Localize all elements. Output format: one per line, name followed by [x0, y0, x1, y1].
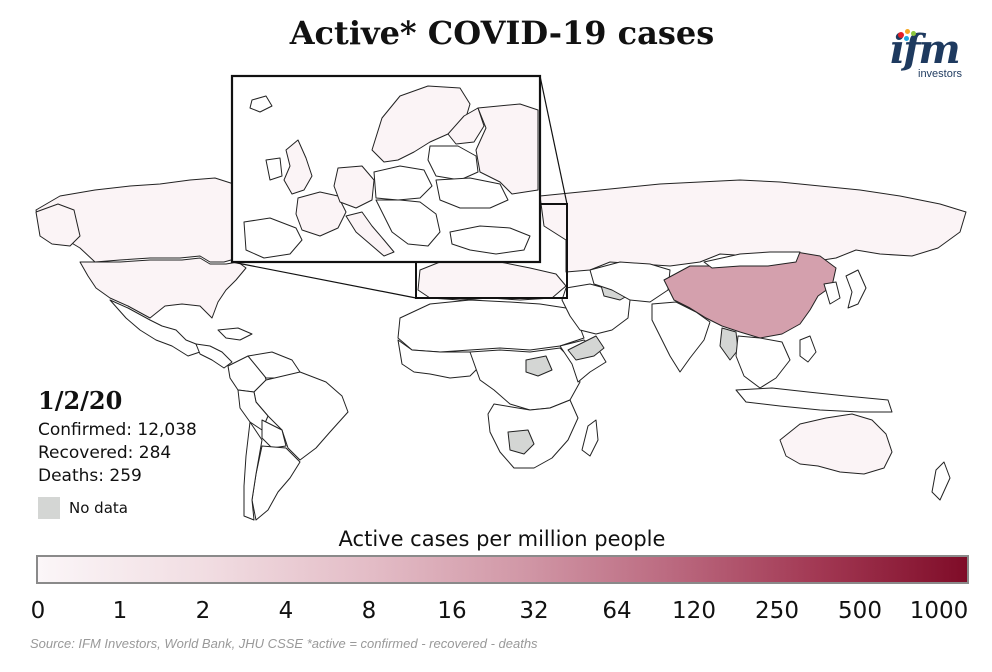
region-central-america [195, 343, 233, 369]
legend-title: Active cases per million people [338, 527, 666, 551]
map-title: Active* COVID-19 cases [289, 14, 715, 52]
inset-finland [447, 107, 485, 145]
country-philippines [799, 335, 817, 363]
logo-dot-blue [904, 36, 909, 41]
inset-balkans [375, 199, 441, 247]
inset-russia-west [475, 103, 539, 195]
inset-france [295, 191, 347, 237]
tick-label: 2 [195, 598, 211, 624]
source-note: Source: IFM Investors, World Bank, JHU C… [30, 636, 538, 651]
stats-panel: 1/2/20 Confirmed: 12,038 Recovered: 284 … [38, 386, 197, 488]
inset-baltics-belarus [427, 145, 479, 181]
tick-label: 250 [755, 598, 799, 624]
tick-label: 64 [602, 598, 632, 624]
tick-label: 0 [30, 598, 46, 624]
country-alaska [35, 203, 81, 247]
country-australia [779, 413, 893, 475]
no-data-legend: No data [38, 497, 128, 519]
world-map [35, 74, 967, 521]
inset-iberia [243, 217, 303, 259]
country-south-sudan [525, 355, 553, 377]
stats-confirmed: Confirmed: 12,038 [38, 420, 197, 440]
country-japan [845, 269, 867, 309]
country-somalia [567, 335, 605, 361]
ifm-logo: ifm investors [884, 22, 976, 86]
region-indonesia [735, 387, 893, 413]
color-scale-ticks: 0 1 2 4 8 16 32 64 120 250 500 1000 [0, 598, 992, 628]
no-data-swatch [38, 497, 60, 519]
callout-line-bottom [231, 261, 417, 299]
country-myanmar [719, 327, 739, 361]
region-north-africa [397, 299, 585, 353]
country-chile [243, 421, 263, 521]
region-west-africa [397, 339, 481, 379]
region-europe-mainland [417, 261, 567, 301]
inset-central-europe [373, 165, 433, 201]
stats-deaths: Deaths: 259 [38, 466, 142, 486]
logo-dot-orange [905, 29, 910, 34]
inset-iceland [249, 95, 273, 113]
tick-label: 1000 [909, 598, 969, 624]
inset-uk [283, 139, 313, 195]
no-data-label: No data [69, 499, 128, 517]
tick-label: 120 [672, 598, 716, 624]
inset-turkey [449, 225, 531, 255]
region-central-asia [589, 261, 671, 303]
country-mongolia [703, 251, 801, 269]
callout-line-top [539, 75, 568, 205]
region-southern-africa [487, 399, 579, 469]
country-madagascar [581, 419, 599, 457]
region-caribbean [217, 327, 253, 341]
country-new-zealand [931, 461, 951, 501]
logo-dot-red [898, 32, 904, 38]
inset-ukraine [435, 177, 509, 209]
country-india [651, 301, 711, 373]
tick-label: 32 [519, 598, 549, 624]
inset-germany [333, 165, 375, 209]
inset-ireland [265, 157, 283, 181]
tick-label: 8 [361, 598, 377, 624]
color-scale-bar [36, 555, 969, 584]
country-korea [823, 281, 841, 305]
tick-label: 1 [112, 598, 128, 624]
inset-italy [345, 211, 395, 257]
tick-label: 500 [838, 598, 882, 624]
region-southeast-asia [735, 335, 791, 389]
tick-label: 16 [437, 598, 467, 624]
logo-dot-green [911, 31, 916, 36]
stats-date: 1/2/20 [38, 386, 123, 415]
logo-subtitle: investors [918, 68, 963, 80]
europe-inset [230, 74, 542, 264]
region-central-africa [469, 347, 581, 411]
country-botswana [507, 429, 535, 455]
country-russia [539, 179, 967, 273]
country-usa [79, 257, 247, 319]
tick-label: 4 [278, 598, 294, 624]
stats-recovered: Recovered: 284 [38, 443, 172, 463]
